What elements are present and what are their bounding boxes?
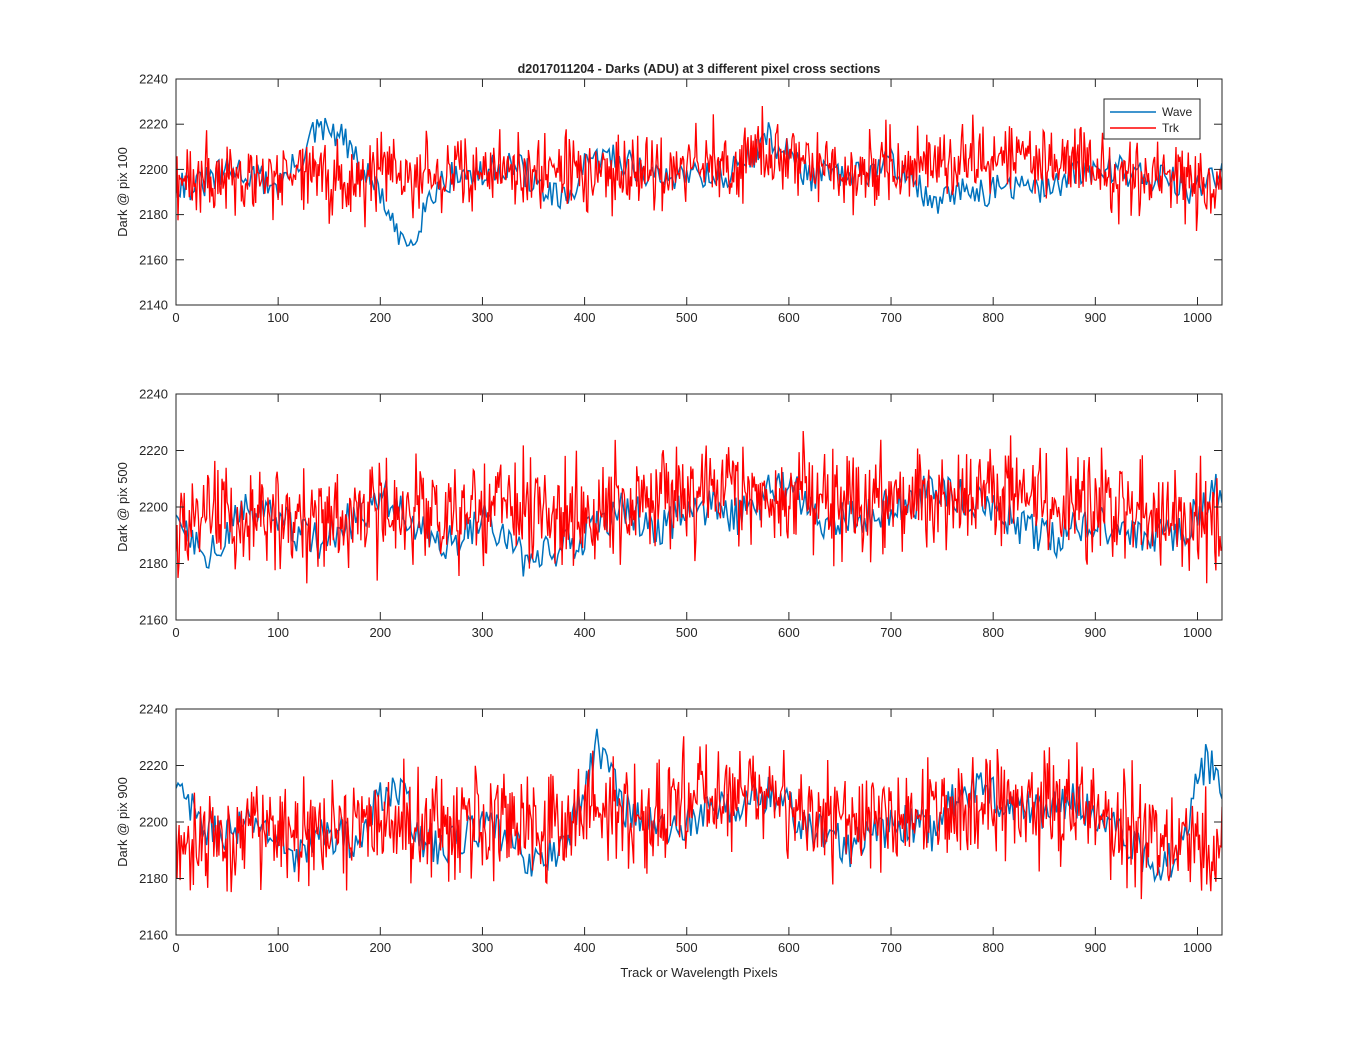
x-axis-label: Track or Wavelength Pixels xyxy=(620,965,778,980)
x-tick-label: 900 xyxy=(1084,625,1106,640)
y-tick-label: 2200 xyxy=(139,162,168,177)
x-tick-label: 300 xyxy=(472,940,494,955)
x-tick-label: 900 xyxy=(1084,310,1106,325)
y-tick-label: 2220 xyxy=(139,117,168,132)
x-tick-label: 0 xyxy=(172,625,179,640)
y-tick-label: 2160 xyxy=(139,252,168,267)
x-tick-label: 700 xyxy=(880,940,902,955)
series-line-trk xyxy=(176,736,1222,900)
y-tick-label: 2180 xyxy=(139,556,168,571)
x-tick-label: 800 xyxy=(982,625,1004,640)
legend-box xyxy=(1103,98,1201,140)
x-tick-label: 1000 xyxy=(1183,310,1212,325)
y-tick-label: 2220 xyxy=(139,443,168,458)
y-tick-label: 2240 xyxy=(139,702,168,717)
figure-title: d2017011204 - Darks (ADU) at 3 different… xyxy=(518,62,881,76)
y-tick-label: 2240 xyxy=(139,387,168,402)
axes-box xyxy=(175,78,1223,306)
x-tick-label: 500 xyxy=(676,625,698,640)
subplot-2: 0 100 200 300 400 500 600 700 800 900 1000 2160 2180… xyxy=(115,387,1223,640)
subplot-3: 0 100 200 300 400 500 600 700 800 900 1000 2160 2180… xyxy=(115,702,1223,955)
x-tick-label: 900 xyxy=(1084,940,1106,955)
y-tick-label: 2180 xyxy=(139,871,168,886)
x-tick-label: 500 xyxy=(676,310,698,325)
x-tick-label: 100 xyxy=(267,310,289,325)
x-tick-label: 0 xyxy=(172,940,179,955)
x-tick-label: 1000 xyxy=(1183,625,1212,640)
x-tick-label: 800 xyxy=(982,940,1004,955)
x-tick-label: 300 xyxy=(472,310,494,325)
x-tick-label: 100 xyxy=(267,940,289,955)
x-tick-label: 200 xyxy=(369,625,391,640)
y-tick-label: 2140 xyxy=(139,298,168,313)
x-tick-label: 700 xyxy=(880,625,902,640)
x-tick-label: 0 xyxy=(172,310,179,325)
x-tick-label: 400 xyxy=(574,625,596,640)
x-tick-label: 700 xyxy=(880,310,902,325)
y-tick-label: 2240 xyxy=(139,72,168,87)
y-axis-label: Dark @ pix 900 xyxy=(115,777,130,867)
x-tick-label: 300 xyxy=(472,625,494,640)
y-axis-label: Dark @ pix 500 xyxy=(115,462,130,552)
x-tick-label: 600 xyxy=(778,940,800,955)
series-line-wave xyxy=(176,728,1222,884)
x-tick-label: 600 xyxy=(778,625,800,640)
subplot-1: 0 100 200 300 400 500 600 700 800 900 1000 2140 2160… xyxy=(115,72,1223,325)
subplot-panels: 0 100 200 300 400 500 600 700 800 900 100021402160… xyxy=(115,72,1223,955)
x-tick-label: 600 xyxy=(778,310,800,325)
x-tick-label: 200 xyxy=(369,310,391,325)
legend-label-trk: Trk xyxy=(1162,121,1180,135)
y-tick-label: 2180 xyxy=(139,207,168,222)
y-tick-label: 2160 xyxy=(139,613,168,628)
x-tick-label: 200 xyxy=(369,940,391,955)
y-tick-label: 2220 xyxy=(139,758,168,773)
x-tick-label: 500 xyxy=(676,940,698,955)
x-tick-label: 100 xyxy=(267,625,289,640)
y-tick-label: 2200 xyxy=(139,500,168,515)
y-axis-label: Dark @ pix 100 xyxy=(115,147,130,237)
x-tick-label: 800 xyxy=(982,310,1004,325)
series-line-trk xyxy=(176,430,1222,584)
y-tick-label: 2160 xyxy=(139,928,168,943)
x-tick-label: 400 xyxy=(574,940,596,955)
legend-label-wave: Wave xyxy=(1162,105,1193,119)
x-tick-label: 1000 xyxy=(1183,940,1212,955)
x-tick-label: 400 xyxy=(574,310,596,325)
series-line-trk xyxy=(176,105,1222,232)
legend: Wave Trk xyxy=(1103,98,1201,140)
y-tick-label: 2200 xyxy=(139,815,168,830)
